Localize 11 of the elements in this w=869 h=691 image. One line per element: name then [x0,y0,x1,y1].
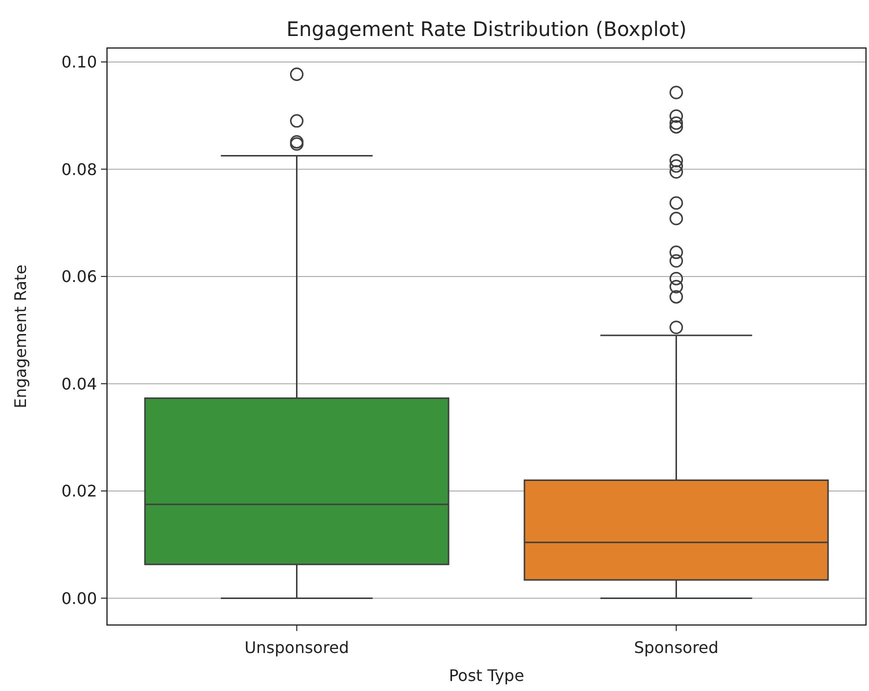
y-axis-title: Engagement Rate [11,264,30,408]
y-tick-label: 0.10 [61,52,97,72]
y-tick-label: 0.08 [61,160,97,179]
y-tick-label: 0.02 [61,482,97,501]
y-tick-label: 0.04 [61,374,97,394]
y-tick-label: 0.06 [61,267,97,286]
x-tick-label: Sponsored [634,638,719,657]
y-tick-label: 0.00 [61,588,97,608]
x-tick-label: Unsponsored [244,638,350,657]
x-axis-title: Post Type [448,666,524,685]
chart-title: Engagement Rate Distribution (Boxplot) [286,17,687,41]
